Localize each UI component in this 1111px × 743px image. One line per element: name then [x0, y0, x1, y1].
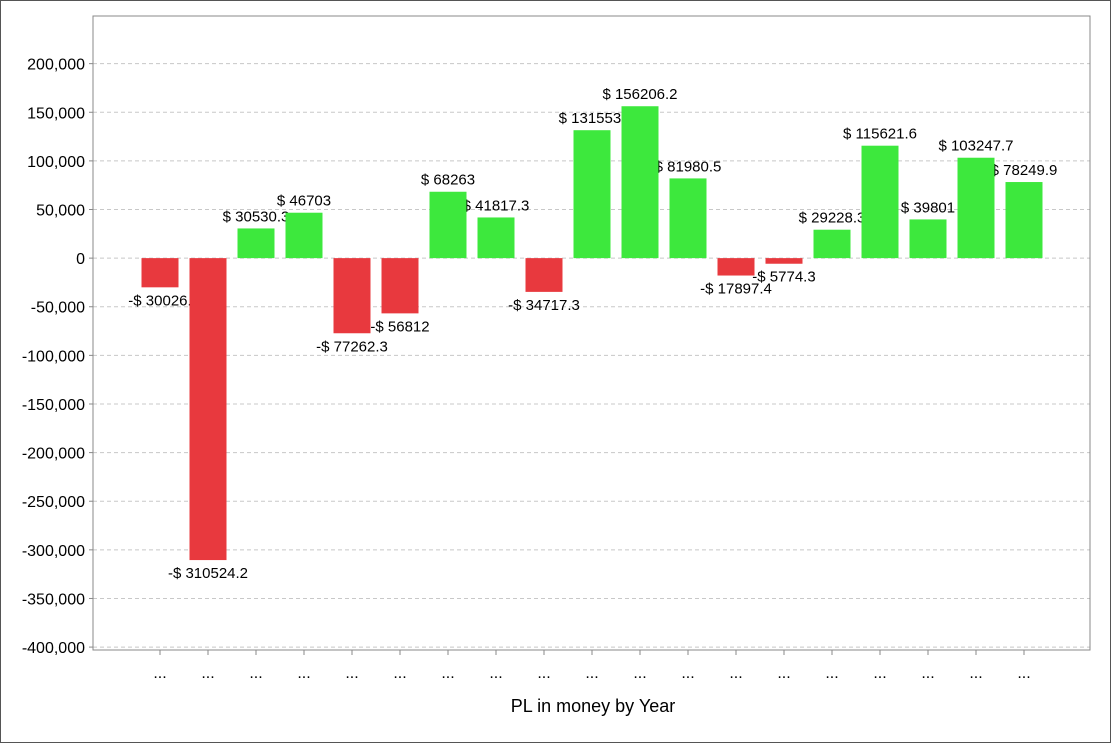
data-label: $ 81980.5 [655, 158, 722, 175]
bar [765, 258, 803, 264]
bar [573, 130, 611, 259]
data-label: $ 29228.3 [799, 210, 866, 227]
bar [333, 258, 371, 334]
data-label: -$ 310524.2 [168, 565, 248, 582]
y-tick-label: -150,000 [22, 397, 85, 414]
x-tick-label: ... [681, 665, 694, 682]
data-label: $ 41817.3 [463, 197, 530, 214]
data-label: $ 39801 [901, 199, 955, 216]
x-axis-ticks: ........................................… [153, 650, 1031, 682]
bar [861, 145, 899, 259]
bar [717, 258, 755, 276]
bars [141, 106, 1043, 561]
x-tick-label: ... [825, 665, 838, 682]
y-tick-label: -50,000 [31, 300, 85, 317]
data-label: $ 78249.9 [991, 162, 1058, 179]
y-tick-label: 50,000 [36, 203, 85, 220]
bar [189, 258, 227, 561]
bar [957, 157, 995, 259]
data-label: $ 68263 [421, 172, 475, 189]
data-label: $ 115621.6 [843, 126, 917, 143]
x-tick-label: ... [441, 665, 454, 682]
x-tick-label: ... [297, 665, 310, 682]
bar [429, 191, 467, 259]
x-tick-label: ... [585, 665, 598, 682]
x-tick-label: ... [969, 665, 982, 682]
data-label: $ 30530.3 [223, 208, 290, 225]
y-tick-label: 150,000 [27, 105, 85, 122]
bar [621, 106, 659, 259]
bar [909, 219, 947, 259]
x-tick-label: ... [153, 665, 166, 682]
bar [477, 217, 515, 259]
y-tick-label: 200,000 [27, 57, 85, 74]
x-tick-label: ... [729, 665, 742, 682]
data-labels: -$ 30026. -$ 310524.2 $ 30530.3$ 46703 -$ 7… [128, 86, 1057, 582]
x-tick-label: ... [633, 665, 646, 682]
x-tick-label: ... [873, 665, 886, 682]
data-label: $ 103247.7 [938, 138, 1013, 155]
bar [1005, 182, 1043, 259]
bar [285, 212, 323, 259]
data-label: $ 131553. [559, 110, 626, 127]
data-label: $ 46703 [277, 193, 331, 210]
y-tick-label: 0 [76, 251, 85, 268]
data-label: -$ 17897.4 [700, 281, 772, 298]
data-label: -$ 77262.3 [316, 338, 388, 355]
y-tick-label: -300,000 [22, 543, 85, 560]
x-tick-label: ... [249, 665, 262, 682]
y-tick-label: 100,000 [27, 154, 85, 171]
bar [813, 229, 851, 259]
bar [525, 258, 563, 292]
data-label: -$ 56812 [370, 318, 429, 335]
x-tick-label: ... [393, 665, 406, 682]
x-tick-label: ... [537, 665, 550, 682]
bar [141, 258, 179, 288]
x-tick-label: ... [201, 665, 214, 682]
y-tick-label: -400,000 [22, 640, 85, 657]
bar [381, 258, 419, 314]
y-tick-label: -350,000 [22, 591, 85, 608]
y-tick-label: -200,000 [22, 446, 85, 463]
x-tick-label: ... [489, 665, 502, 682]
x-tick-label: ... [1017, 665, 1030, 682]
x-tick-label: ... [345, 665, 358, 682]
x-tick-label: ... [777, 665, 790, 682]
y-tick-label: -250,000 [22, 494, 85, 511]
plot-area [92, 15, 1091, 651]
data-label: -$ 5774.3 [752, 269, 815, 286]
bar [237, 228, 275, 259]
y-axis-ticks: 200,000 150,000 100,000 50,000 0 -50,000 -100,… [22, 57, 93, 657]
data-label: $ 156206.2 [602, 86, 677, 103]
data-label: -$ 30026. [128, 292, 191, 309]
y-tick-label: -100,000 [22, 348, 85, 365]
x-axis-label: PL in money by Year [511, 696, 675, 716]
x-tick-label: ... [921, 665, 934, 682]
bar [669, 178, 707, 259]
data-label: -$ 34717.3 [508, 297, 580, 314]
